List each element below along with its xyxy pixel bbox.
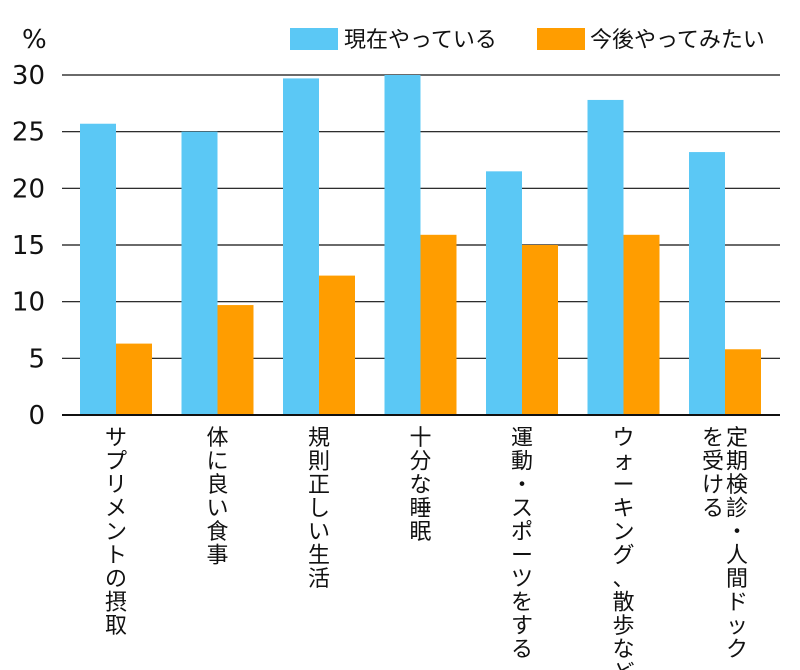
category-labels: サプリメントの摂取 体に良い食事 規則正しい生活 十分な睡眠 運動・スポーツをする ウォー… <box>105 426 748 670</box>
bar-future <box>623 234 660 415</box>
category-label: 規則正しい生活 <box>308 426 330 592</box>
y-tick-label: 20 <box>12 174 45 204</box>
bar-current <box>587 99 624 415</box>
y-tick-label: 10 <box>12 288 45 318</box>
y-tick-labels: 0 5 10 15 20 25 30 <box>12 61 45 431</box>
category-label: ウォーキング、散歩など <box>612 426 634 670</box>
legend-label: 今後やってみたい <box>590 28 765 53</box>
bar-future <box>522 245 558 415</box>
y-tick-label: 30 <box>12 61 45 91</box>
y-tick-label: 25 <box>12 118 45 148</box>
legend-swatch <box>290 28 338 50</box>
y-tick-label: 5 <box>28 344 45 374</box>
category-label: 定期検診・人間ドック <box>726 426 748 663</box>
bar-future <box>319 275 355 415</box>
bar-current <box>384 75 421 415</box>
category-label: サプリメントの摂取 <box>105 426 127 639</box>
bar-current <box>181 131 218 415</box>
y-unit-label: % <box>22 25 47 55</box>
category-label: 体に良い食事 <box>206 426 228 569</box>
legend-label: 現在やっている <box>344 28 497 53</box>
legend: 現在やっている 今後やってみたい <box>290 28 765 53</box>
category-label: 運動・スポーツをする <box>511 426 533 663</box>
bar-current <box>486 171 522 415</box>
bars <box>80 75 761 416</box>
bar-current <box>689 152 725 416</box>
bar-future <box>116 343 152 415</box>
bar-future <box>420 234 457 415</box>
bar-future <box>217 305 254 415</box>
category-label: 十分な睡眠 <box>409 426 431 545</box>
y-tick-label: 15 <box>12 231 45 261</box>
bar-current <box>283 78 319 416</box>
legend-swatch <box>537 28 585 50</box>
bar-future <box>725 349 761 415</box>
bar-current <box>80 123 116 415</box>
y-tick-label: 0 <box>28 401 45 431</box>
category-label: を受ける <box>702 426 724 522</box>
